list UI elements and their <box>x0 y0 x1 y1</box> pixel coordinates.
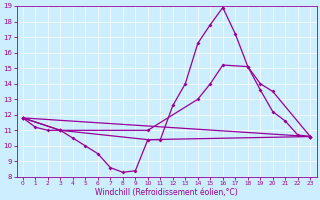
X-axis label: Windchill (Refroidissement éolien,°C): Windchill (Refroidissement éolien,°C) <box>95 188 238 197</box>
